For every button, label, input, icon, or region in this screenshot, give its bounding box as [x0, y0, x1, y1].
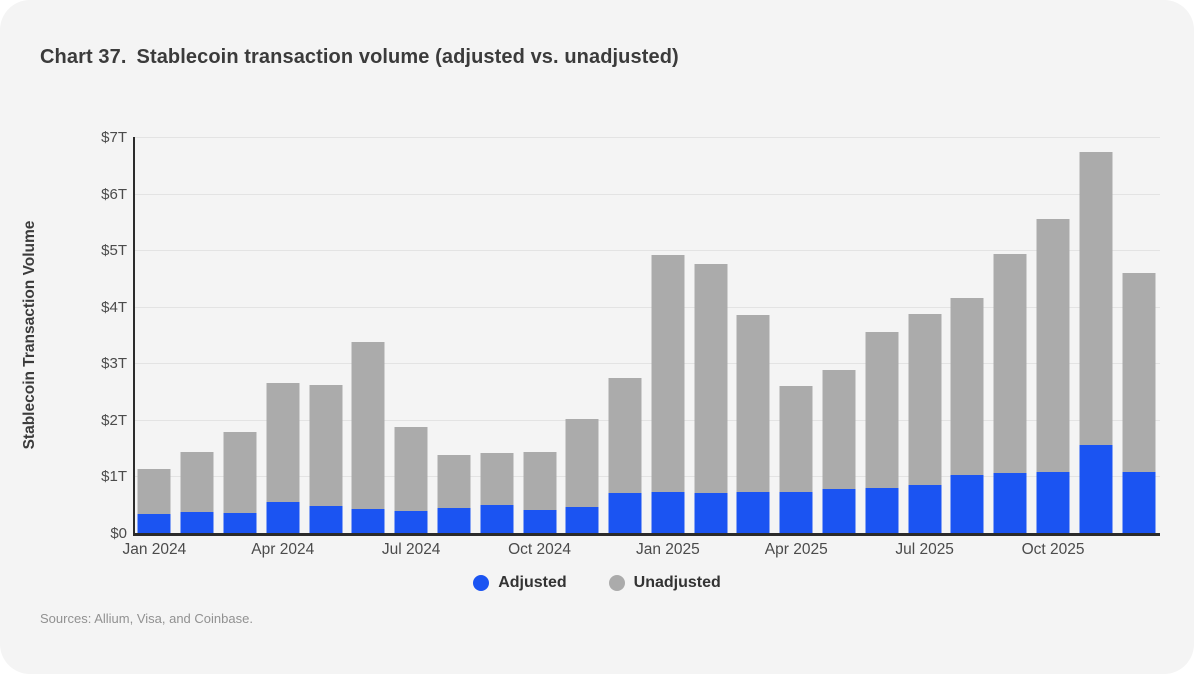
gridline-6t [133, 193, 1160, 195]
legend-item-unadjusted: Unadjusted [608, 574, 721, 592]
bar-group-jul-2025 [903, 137, 946, 533]
bar-group-sep-2025 [989, 137, 1032, 533]
bar-group-nov-2024 [561, 137, 604, 533]
x-tick-label: Jan 2025 [636, 541, 700, 558]
bar-adjusted [908, 484, 942, 533]
bar-unadjusted [651, 254, 685, 533]
adjusted-swatch-icon [473, 575, 490, 591]
chart-title-text: Stablecoin transaction volume (adjusted … [136, 46, 679, 68]
gridline-5t [133, 250, 1160, 252]
legend-label-adjusted: Adjusted [498, 574, 567, 591]
legend-item-adjusted: Adjusted [473, 574, 567, 592]
plot-area [133, 137, 1160, 533]
bar-group-may-2024 [304, 137, 347, 533]
chart-number: Chart 37. [40, 46, 127, 68]
bar-group-jul-2024 [390, 137, 433, 533]
bar-group-dec-2025 [1117, 137, 1160, 533]
y-tick-label: $3T [101, 355, 127, 373]
y-tick-label: $2T [101, 411, 127, 429]
sources-note: Sources: Allium, Visa, and Coinbase. [40, 611, 253, 626]
bar-adjusted [993, 473, 1027, 533]
x-tick-label: Apr 2025 [764, 541, 828, 558]
bar-adjusted [180, 511, 214, 533]
bar-group-nov-2025 [1074, 137, 1117, 533]
legend-label-unadjusted: Unadjusted [633, 574, 721, 591]
x-tick-label: Apr 2024 [251, 541, 315, 558]
bar-group-aug-2025 [946, 137, 989, 533]
bar-adjusted [779, 492, 813, 533]
bar-group-oct-2025 [1032, 137, 1075, 533]
bar-group-mar-2024 [219, 137, 262, 533]
x-axis-line [133, 533, 1160, 536]
unadjusted-swatch-icon [608, 575, 625, 591]
bar-group-feb-2024 [176, 137, 219, 533]
x-tick-label: Oct 2025 [1021, 541, 1085, 558]
bar-adjusted [822, 488, 856, 533]
y-axis-line [133, 137, 135, 533]
y-tick-label: $7T [101, 129, 127, 146]
bar-adjusted [1079, 445, 1113, 533]
bar-adjusted [608, 493, 642, 533]
bar-adjusted [266, 502, 300, 533]
bar-group-mar-2025 [732, 137, 775, 533]
bar-group-oct-2024 [518, 137, 561, 533]
bar-group-apr-2025 [775, 137, 818, 533]
bar-adjusted [950, 475, 984, 533]
y-tick-label: $6T [101, 185, 127, 203]
gridline-4t [133, 306, 1160, 308]
y-tick-label: $0 [110, 525, 127, 542]
gridline-3t [133, 363, 1160, 365]
bar-group-feb-2025 [689, 137, 732, 533]
bar-adjusted [694, 492, 728, 533]
bar-group-may-2025 [818, 137, 861, 533]
bar-unadjusted [351, 341, 385, 533]
gridline-7t [133, 137, 1160, 138]
bar-adjusted [137, 513, 171, 533]
bar-group-jan-2025 [647, 137, 690, 533]
bar-adjusted [565, 506, 599, 533]
bar-adjusted [865, 487, 899, 533]
bar-adjusted [394, 510, 428, 533]
bar-adjusted [523, 510, 557, 533]
bar-adjusted [480, 505, 514, 533]
bar-group-sep-2024 [475, 137, 518, 533]
bar-group-jan-2024 [133, 137, 176, 533]
x-tick-label: Jul 2025 [895, 541, 954, 558]
bar-adjusted [651, 491, 685, 533]
x-tick-label: Jan 2024 [122, 541, 187, 558]
x-tick-label: Jul 2024 [381, 541, 441, 558]
bar-adjusted [736, 492, 770, 533]
bar-adjusted [223, 513, 257, 533]
y-tick-label: $4T [101, 298, 127, 316]
bar-adjusted [1036, 471, 1070, 533]
bar-adjusted [351, 508, 385, 533]
bar-adjusted [1122, 471, 1156, 533]
bar-adjusted [309, 505, 343, 533]
page-title: Chart 37. Stablecoin transaction volume (… [40, 46, 679, 69]
bar-group-jun-2025 [860, 137, 903, 533]
y-tick-label: $5T [101, 242, 127, 260]
chart-legend: Adjusted Unadjusted [0, 574, 1194, 592]
bar-adjusted [437, 507, 471, 533]
bar-unadjusted [694, 264, 728, 533]
bar-group-apr-2024 [261, 137, 304, 533]
y-tick-label: $1T [101, 468, 127, 486]
x-tick-label: Oct 2024 [508, 541, 571, 558]
gridline-2t [133, 419, 1160, 421]
bar-group-dec-2024 [604, 137, 647, 533]
gridline-1t [133, 476, 1160, 478]
bar-group-aug-2024 [433, 137, 476, 533]
bar-group-jun-2024 [347, 137, 390, 533]
